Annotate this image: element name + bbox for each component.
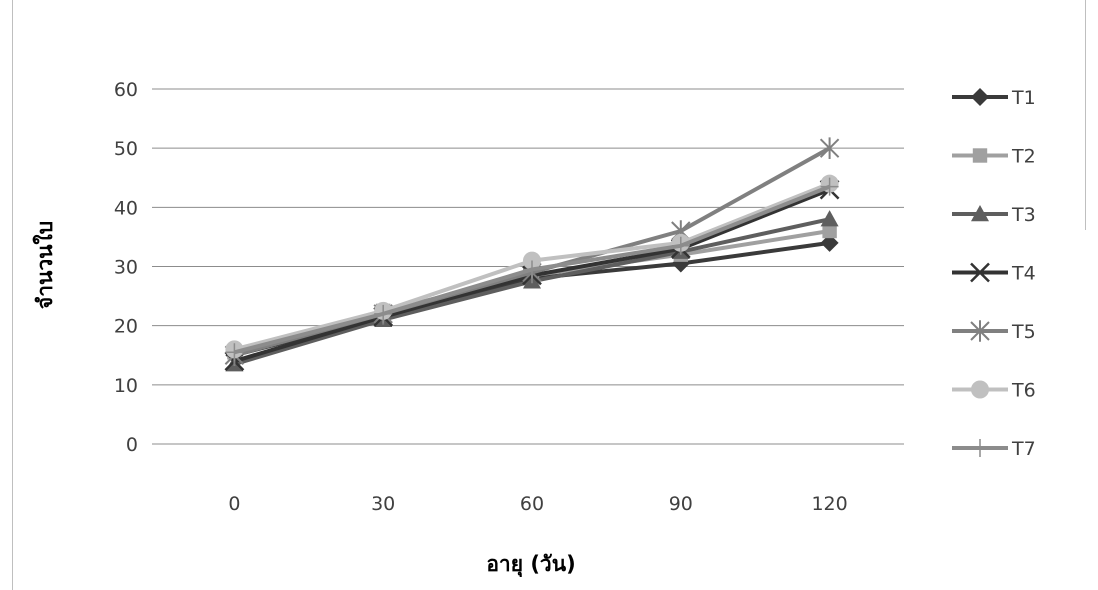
x-tick-label: 90 bbox=[669, 493, 693, 515]
chart-border bbox=[12, 0, 1086, 590]
legend-label: T7 bbox=[1011, 438, 1036, 460]
data-point-marker bbox=[225, 343, 244, 362]
legend-item: T7 bbox=[952, 438, 1036, 460]
x-tick-labels: 0 30 60 90 120 bbox=[228, 493, 847, 515]
legend-item: T4 bbox=[952, 263, 1036, 285]
y-tick-label: 60 bbox=[114, 79, 138, 101]
y-tick-label: 50 bbox=[114, 138, 138, 160]
data-point-marker bbox=[820, 233, 839, 252]
y-tick-label: 20 bbox=[114, 316, 138, 338]
series-t7 bbox=[225, 177, 839, 362]
legend-label: T5 bbox=[1011, 321, 1036, 343]
data-point-marker bbox=[970, 320, 990, 342]
series-group bbox=[224, 137, 840, 372]
data-point-marker bbox=[820, 210, 839, 227]
legend-label: T6 bbox=[1011, 380, 1036, 402]
data-point-marker bbox=[972, 148, 988, 163]
data-point-marker bbox=[671, 254, 690, 273]
y-tick-label: 40 bbox=[114, 197, 138, 219]
legend-label: T3 bbox=[1011, 204, 1036, 226]
y-tick-label: 0 bbox=[126, 434, 138, 456]
legend-item: T6 bbox=[952, 380, 1036, 402]
data-point-marker bbox=[820, 177, 839, 196]
legend: T1 T2 T3 T4 T5 T6 T7 bbox=[952, 87, 1036, 460]
data-point-marker bbox=[970, 262, 990, 283]
series-line bbox=[233, 217, 831, 367]
data-point-marker bbox=[819, 137, 840, 159]
data-point-marker bbox=[374, 304, 393, 323]
legend-item: T2 bbox=[952, 146, 1036, 168]
data-point-marker bbox=[822, 223, 837, 239]
y-axis-title: จำนวนใบ bbox=[32, 221, 57, 309]
data-point-marker bbox=[971, 205, 989, 222]
legend-label: T1 bbox=[1011, 87, 1036, 109]
x-tick-label: 120 bbox=[811, 493, 847, 515]
x-tick-label: 60 bbox=[520, 493, 544, 515]
x-tick-label: 0 bbox=[228, 493, 240, 515]
data-point-marker bbox=[971, 439, 989, 457]
data-point-marker bbox=[971, 88, 989, 106]
data-point-marker bbox=[671, 236, 690, 255]
data-point-marker bbox=[971, 380, 989, 399]
legend-item: T1 bbox=[952, 87, 1036, 109]
y-tick-label: 30 bbox=[114, 257, 138, 279]
legend-item: T3 bbox=[952, 204, 1036, 226]
legend-item: T5 bbox=[952, 320, 1036, 343]
x-axis-title: อายุ (วัน) bbox=[486, 552, 575, 578]
series-t3 bbox=[225, 210, 839, 372]
y-tick-label: 10 bbox=[114, 375, 138, 397]
x-tick-label: 30 bbox=[371, 493, 395, 515]
data-point-marker bbox=[523, 260, 541, 279]
y-tick-labels: 0 10 20 30 40 50 60 bbox=[114, 79, 138, 456]
legend-label: T4 bbox=[1011, 263, 1036, 285]
legend-label: T2 bbox=[1011, 146, 1036, 168]
